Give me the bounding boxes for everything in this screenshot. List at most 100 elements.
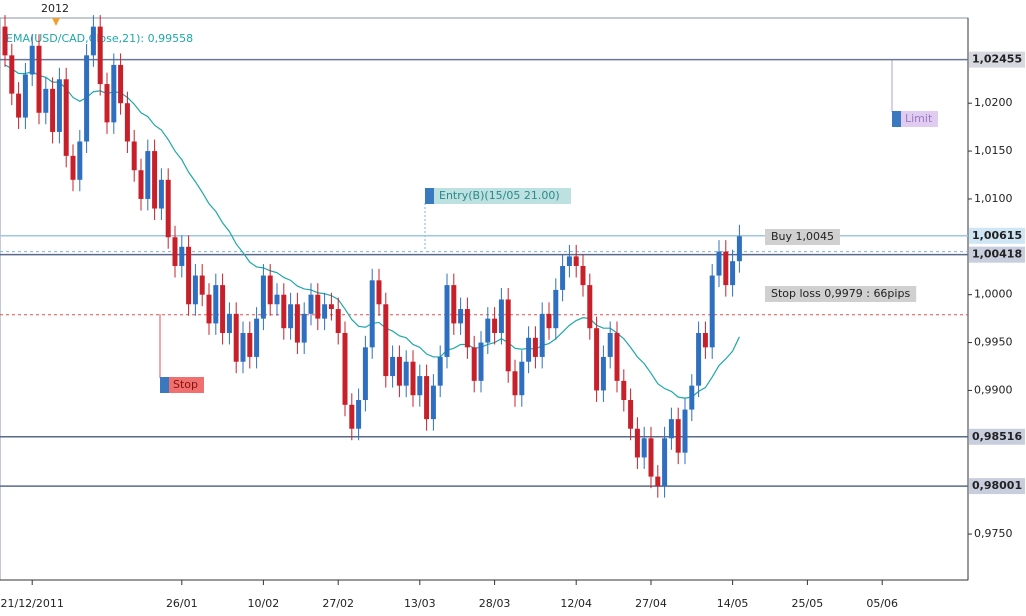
candle-body xyxy=(2,26,8,56)
candle-body xyxy=(84,55,90,142)
x-tick-label: 26/01 xyxy=(166,597,198,610)
candle-body xyxy=(138,170,144,199)
candle-body xyxy=(730,261,736,286)
candle-body xyxy=(70,155,76,180)
y-tick-label: 0,9750 xyxy=(974,527,1013,540)
limit-tag-box xyxy=(892,111,938,127)
candle-body xyxy=(424,376,430,420)
candle-body xyxy=(233,313,239,362)
candle-body xyxy=(696,332,702,386)
candle-body xyxy=(709,275,715,348)
candle-body xyxy=(294,304,300,343)
candle-body xyxy=(614,332,620,381)
candle-body xyxy=(430,385,436,420)
x-tick-label: 14/05 xyxy=(717,597,749,610)
candle-body xyxy=(668,419,674,439)
order-label: Buy 1,0045 xyxy=(771,230,834,243)
candle-body xyxy=(220,285,226,333)
candle-body xyxy=(390,356,396,377)
candle-body xyxy=(288,304,294,329)
candle-body xyxy=(50,88,56,132)
y-tick-label: 0,9900 xyxy=(974,383,1013,396)
level-box xyxy=(969,51,1025,68)
candle-body xyxy=(104,84,110,123)
candle-body xyxy=(648,438,654,477)
candle-body xyxy=(655,476,661,487)
candle-body xyxy=(301,313,307,343)
level-label: 0,98516 xyxy=(972,430,1022,443)
x-tick-label: 21/12/2011 xyxy=(0,597,63,610)
candle-body xyxy=(607,332,613,357)
candle-body xyxy=(199,275,205,295)
x-tick-label: 25/05 xyxy=(792,597,824,610)
candle-body xyxy=(145,151,151,199)
x-tick-label: 13/03 xyxy=(404,597,436,610)
candle-body xyxy=(492,318,498,333)
candle-body xyxy=(702,332,708,348)
candle-body xyxy=(274,294,280,305)
candle-body xyxy=(186,246,192,305)
candle-body xyxy=(158,179,164,209)
year-marker xyxy=(52,18,60,26)
candle-body xyxy=(566,256,572,266)
limit-tag: Limit xyxy=(905,112,933,125)
level-label: 1,02455 xyxy=(972,53,1022,66)
candle-body xyxy=(628,400,634,429)
candle-body xyxy=(362,347,368,401)
level-box xyxy=(969,478,1025,495)
candle-body xyxy=(451,285,457,324)
candle-body xyxy=(22,74,28,118)
candle-body xyxy=(580,265,586,286)
candle-body xyxy=(226,313,232,333)
candle-body xyxy=(247,332,253,357)
year-label: 2012 xyxy=(41,2,69,15)
candle-body xyxy=(532,337,538,357)
candle-body xyxy=(43,88,49,113)
candle-body xyxy=(546,313,552,329)
candle-body xyxy=(315,294,321,319)
candle-body xyxy=(594,328,600,391)
candle-body xyxy=(16,93,22,118)
y-tick-label: 1,0200 xyxy=(974,96,1013,109)
candle-body xyxy=(682,409,688,453)
candle-body xyxy=(97,26,103,85)
candle-body xyxy=(512,371,518,396)
level-label: 1,00418 xyxy=(972,248,1022,261)
candle-body xyxy=(172,237,178,266)
candle-body xyxy=(723,251,729,286)
x-tick-label: 28/03 xyxy=(479,597,511,610)
candle-body xyxy=(260,275,266,319)
entry-tag-marker xyxy=(425,188,434,204)
x-tick-label: 05/06 xyxy=(866,597,898,610)
candle-body xyxy=(560,265,566,290)
candle-body xyxy=(444,285,450,357)
candle-body xyxy=(356,400,362,429)
stop-tag-marker xyxy=(160,377,169,393)
candle-body xyxy=(396,356,402,386)
x-tick-label: 12/04 xyxy=(560,597,592,610)
level-label: 1,00615 xyxy=(972,229,1022,242)
candle-body xyxy=(417,376,423,396)
candle-body xyxy=(267,275,273,305)
candle-body xyxy=(131,141,137,171)
candle-body xyxy=(458,309,464,324)
candle-body xyxy=(369,280,375,348)
candle-body xyxy=(675,419,681,453)
candle-body xyxy=(56,79,62,132)
candle-body xyxy=(9,55,15,94)
candle-body xyxy=(505,299,511,372)
y-tick-label: 1,0000 xyxy=(974,288,1013,301)
candle-body xyxy=(641,438,647,458)
candle-body xyxy=(498,299,504,333)
level-box xyxy=(969,227,1025,244)
candle-body xyxy=(36,45,42,113)
candle-body xyxy=(689,385,695,410)
candle-body xyxy=(485,318,491,343)
order-label: Stop loss 0,9979 : 66pips xyxy=(771,287,910,300)
order-box xyxy=(765,229,841,245)
entry-tag-box xyxy=(425,188,571,204)
candle-body xyxy=(519,361,525,396)
y-tick-label: 1,0150 xyxy=(974,144,1013,157)
candle-body xyxy=(77,141,83,180)
